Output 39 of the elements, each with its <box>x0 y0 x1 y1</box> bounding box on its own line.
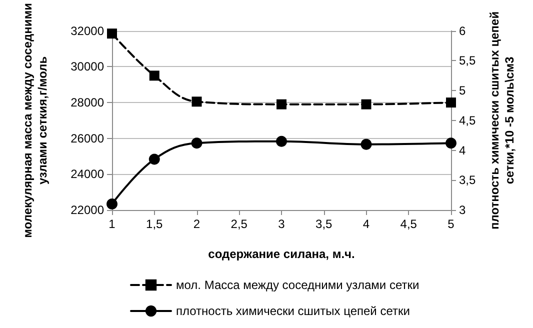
y-tick-label: 22000 <box>70 203 104 217</box>
y2-tick-label: 3,5 <box>459 173 476 188</box>
y2-tick-label: 3 <box>459 203 466 217</box>
y2-tick-label: 6 <box>459 24 466 38</box>
x-tick-label: 1,5 <box>146 217 164 231</box>
point <box>446 98 456 108</box>
y-tick-label: 28000 <box>70 96 104 110</box>
point <box>276 136 287 147</box>
x-tick-label: 3 <box>278 217 286 231</box>
y-tick-label: 26000 <box>70 131 104 146</box>
point <box>149 70 160 81</box>
y-tick-label: 24000 <box>70 167 104 182</box>
point <box>106 198 118 210</box>
x-tick-label: 5 <box>448 217 455 231</box>
point <box>446 138 456 149</box>
point <box>276 99 286 110</box>
point <box>148 154 160 165</box>
y2-tick-label: 5 <box>459 84 466 98</box>
y-axis-title: молекулярная масса между соседними узлами сеткия,г/моль <box>20 2 50 238</box>
point <box>361 99 372 110</box>
y2-tick-label: 5,5 <box>459 54 476 68</box>
x-tick-label: 2 <box>193 217 200 231</box>
y2-tick-label: 4,5 <box>459 113 476 128</box>
x-tick-label: 2,5 <box>230 217 248 231</box>
point <box>191 138 202 149</box>
x-axis-title: содержание силана, м.ч. <box>208 247 355 261</box>
legend-label: плотность химически сшитых цепей сетки <box>176 304 410 318</box>
y2-tick-label: 4 <box>459 143 466 158</box>
x-tick-label: 4 <box>362 217 370 231</box>
x-tick-label: 4,5 <box>400 217 418 231</box>
y2-axis-title: плотность химически сшитых цепей сетки,*10 -5 моль\см3 <box>488 11 516 230</box>
y-tick-label: 30000 <box>70 60 104 74</box>
y-tick-label: 32000 <box>70 24 104 38</box>
x-tick-label: 1 <box>108 217 116 231</box>
point <box>360 138 372 150</box>
point <box>107 28 117 39</box>
x-tick-label: 3,5 <box>316 217 333 231</box>
point <box>192 96 202 107</box>
legend-label: мол. Масса между соседними узлами сетки <box>176 278 420 292</box>
